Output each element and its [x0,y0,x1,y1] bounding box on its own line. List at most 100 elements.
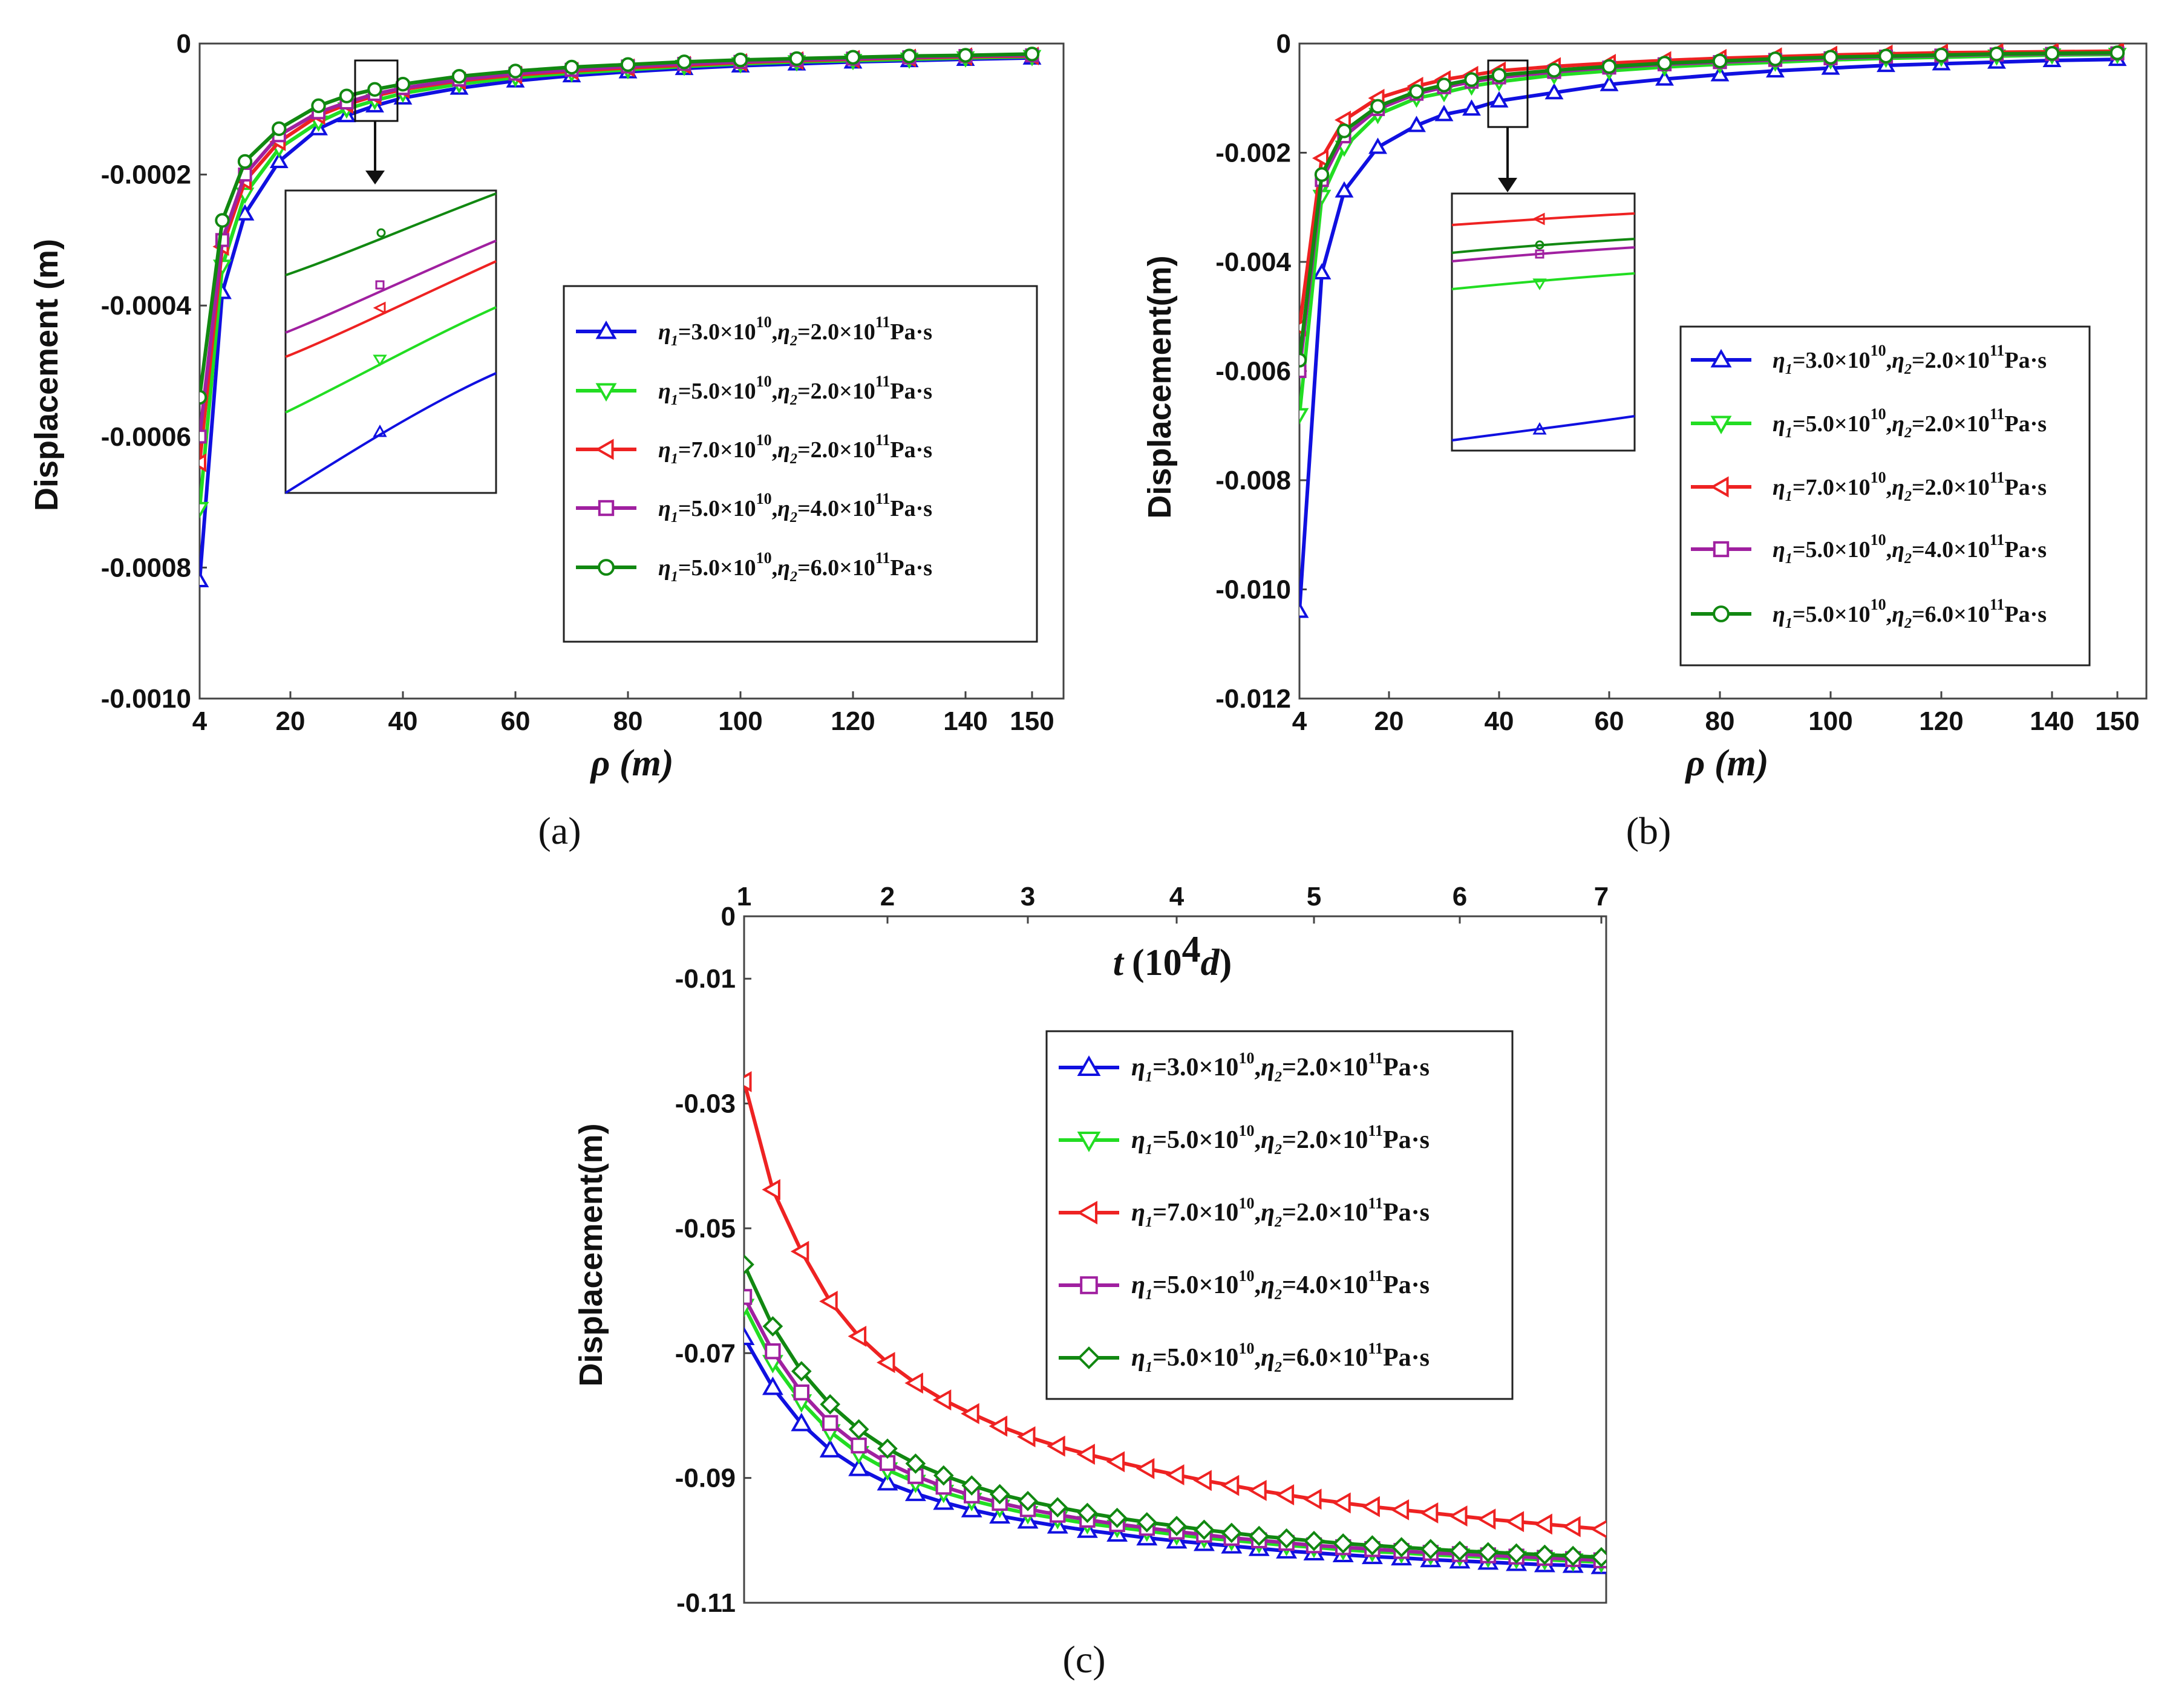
data-point-darkgreen [1464,72,1479,87]
x-tick-label: 7 [1594,882,1609,911]
data-point-red [790,1240,809,1262]
data-point-blue [235,204,255,221]
data-point-darkgreen [1047,1497,1068,1517]
legend-marker-green [1077,1132,1101,1153]
data-point-darkgreen [1077,1502,1098,1524]
legend-marker-purple [1713,541,1730,558]
data-point-red [989,1415,1008,1437]
panel-label-a: (a) [538,809,581,852]
inset-marker-purple-a [375,280,385,290]
data-point-darkgreen [272,121,287,136]
data-point-darkgreen [1768,51,1783,67]
legend-marker-blue [1710,348,1732,368]
data-point-darkgreen [791,1361,812,1382]
x-tick-label: 20 [1374,706,1404,736]
legend-entry: η1=5.0×1010,η2=6.0×1011Pa·s [1773,596,2047,631]
y-tick-label: -0.0006 [101,422,191,452]
data-point-darkgreen [789,51,805,67]
series-group-b [1299,44,2127,618]
data-point-darkgreen [2044,46,2060,61]
data-point-red [1562,1516,1581,1537]
inset-line-purple-b [1451,246,1635,262]
data-point-darkgreen [200,390,208,405]
x-tick-labels-c: 1 2 3 4 5 6 7 [737,882,1609,924]
data-point-darkgreen [905,1453,926,1474]
y-tick-label: -0.11 [676,1588,736,1618]
x-axis-label-c: t (104d) [1113,929,1232,983]
data-point-darkgreen [1018,1490,1038,1511]
x-tick-label: 60 [1595,706,1624,736]
data-point-blue [1462,99,1481,116]
data-point-darkgreen [989,1484,1010,1505]
data-point-blue [1299,601,1309,618]
data-point-darkgreen [1591,1547,1606,1568]
x-tick-label: 140 [943,706,987,736]
data-point-darkgreen [237,154,253,169]
zoom-arrow-head-b [1498,178,1517,192]
legend-entry: η1=5.0×1010,η2=4.0×1011Pa·s [1131,1267,1430,1303]
legend-entry: η1=5.0×1010,η2=6.0×1011Pa·s [658,549,932,585]
data-point-red [932,1389,952,1411]
data-point-red [1590,1520,1606,1539]
legend-marker-purple [598,500,615,517]
data-point-green [200,501,209,518]
data-point-red [1332,1492,1351,1514]
data-point-red [1302,1488,1322,1510]
y-tick-label: 0 [177,29,191,59]
x-tick-label: 40 [388,706,418,736]
data-point-darkgreen [1878,48,1894,64]
data-point-blue [1434,105,1454,122]
inset-marker-red-b [1532,212,1545,226]
data-point-red [1165,1464,1185,1485]
legend-a: η1=3.0×1010,η2=2.0×1011Pa·s η1=5.0×1010,η… [576,313,932,585]
y-tick-label: -0.01 [675,964,736,994]
legend-marker-darkgreen [1713,605,1730,622]
inset-marker-blue-b [1532,422,1547,435]
legend-entry: η1=5.0×1010,η2=4.0×1011Pa·s [1773,531,2047,567]
legend-entry: η1=3.0×1010,η2=2.0×1011Pa·s [1131,1049,1430,1085]
inset-line-purple-a [285,240,497,334]
data-point-darkgreen [1563,1545,1584,1566]
data-point-blue [1312,263,1332,280]
data-point-darkgreen [311,98,326,114]
inset-marker-blue-a [373,424,387,437]
x-tick-label: 4 [192,706,208,736]
x-tick-label: 4 [1292,706,1307,736]
data-point-darkgreen [733,52,748,68]
data-point-blue [1335,181,1354,198]
data-point-darkgreen [2110,45,2125,60]
data-point-darkgreen [1299,353,1307,368]
y-tick-label: -0.09 [675,1464,736,1493]
data-point-blue [1407,116,1426,132]
panel-label-b: (b) [1626,809,1672,852]
data-point-darkgreen [933,1465,954,1486]
legend-entry: η1=5.0×1010,η2=2.0×1011Pa·s [658,373,932,408]
data-point-darkgreen [1477,1542,1498,1563]
y-tick-label: -0.002 [1215,139,1291,168]
legend-marker-green [595,383,617,402]
y-tick-labels-c: 0 -0.01 -0.03 -0.05 -0.07 -0.09 -0.11 [675,902,751,1618]
zoom-arrow-head-a [365,171,385,184]
x-tick-label: 120 [831,706,875,736]
data-point-blue [848,1458,870,1476]
data-point-darkgreen [1409,84,1424,99]
inset-b [1451,192,1636,452]
data-point-blue [819,1439,841,1458]
data-point-darkgreen [564,59,580,75]
y-tick-label: -0.008 [1215,466,1291,495]
data-point-darkgreen [1333,1533,1354,1554]
legend-entry: η1=3.0×1010,η2=2.0×1011Pa·s [658,313,932,349]
legend-box-a [563,285,1038,643]
inset-frame-b [1451,192,1636,452]
y-tick-label: -0.010 [1215,575,1291,605]
x-tick-labels-a: 4 20 40 60 80 100 120 140 150 [192,691,1054,736]
data-point-darkgreen [1534,1544,1555,1565]
inset-line-blue-b [1451,415,1635,442]
inset-marker-purple-b [1535,249,1544,259]
data-point-red [1390,1499,1410,1521]
inset-line-red-a [285,260,497,358]
data-point-darkgreen [1304,1531,1324,1551]
inset-line-red-b [1451,212,1635,226]
data-point-red [1361,1496,1380,1517]
